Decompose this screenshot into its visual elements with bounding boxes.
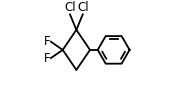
Text: F: F: [44, 35, 50, 48]
Text: Cl: Cl: [77, 1, 89, 14]
Text: F: F: [44, 52, 50, 65]
Text: Cl: Cl: [64, 1, 76, 14]
